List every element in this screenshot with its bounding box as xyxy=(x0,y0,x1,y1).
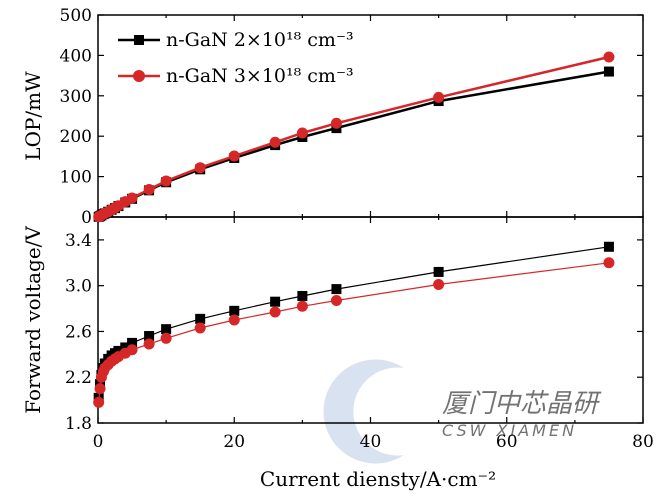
top-series-2-point xyxy=(160,175,172,187)
bottom-series-2-point xyxy=(94,383,106,395)
bottom-series-1-point xyxy=(161,324,172,335)
top-series-2-point xyxy=(433,91,445,103)
top-y-tick-label: 200 xyxy=(60,127,92,147)
bottom-y-tick-label: 3.0 xyxy=(65,277,92,297)
legend-marker-series-1 xyxy=(134,35,144,45)
bottom-series-1-point xyxy=(297,290,308,301)
bottom-series-1-point xyxy=(113,345,124,356)
x-tick-label: 20 xyxy=(223,432,245,452)
bottom-series-2-point xyxy=(126,344,138,356)
bottom-series-2-point xyxy=(603,257,615,269)
legend-entry-series-1: n-GaN 2×10¹⁸ cm⁻³ xyxy=(118,29,354,51)
bottom-y-tick-label: 2.2 xyxy=(65,368,92,388)
bottom-series-2-point xyxy=(228,314,240,326)
watermark-text-cn: 厦门中芯晶研 xyxy=(442,389,602,419)
bottom-series-2-point xyxy=(269,306,281,318)
legend-label-series-1: n-GaN 2×10¹⁸ cm⁻³ xyxy=(166,29,354,51)
watermark: 厦门中芯晶研 CSW XIAMEN xyxy=(323,359,602,464)
top-series-1-point xyxy=(603,66,614,77)
watermark-text-en: CSW XIAMEN xyxy=(442,421,577,440)
top-y-tick-label: 300 xyxy=(60,87,92,107)
top-y-tick-label: 100 xyxy=(60,168,92,188)
bottom-y-tick-label: 3.4 xyxy=(65,231,92,251)
bottom-series-1-point xyxy=(603,241,614,252)
top-panel-ticks: 0 100 200 300 400 500 xyxy=(60,6,644,228)
bottom-series-2-point xyxy=(330,295,342,307)
bottom-series-2-point xyxy=(194,322,206,334)
top-y-tick-label: 400 xyxy=(60,46,92,66)
bottom-series-1-point xyxy=(331,284,342,295)
bottom-series-1-point xyxy=(144,331,155,342)
bottom-series-2-point xyxy=(143,338,155,350)
x-tick-label: 40 xyxy=(360,432,382,452)
bottom-series-2-point xyxy=(296,300,308,312)
top-series-2-point xyxy=(143,184,155,196)
x-axis-title: Current diensty/A·cm⁻² xyxy=(260,467,496,491)
bottom-y-axis-title: Forward voltage/V xyxy=(21,226,45,414)
top-series-2-point xyxy=(228,150,240,162)
top-series-2-point xyxy=(296,127,308,139)
x-tick-label: 0 xyxy=(93,432,104,452)
top-y-axis-title: LOP/mW xyxy=(21,71,45,161)
bottom-series-2-point xyxy=(93,396,105,408)
top-panel-series xyxy=(93,51,615,223)
top-series-2-point xyxy=(603,51,615,63)
legend-marker-series-2 xyxy=(133,70,145,82)
top-y-tick-label: 500 xyxy=(60,6,92,26)
bottom-series-1-point xyxy=(120,342,131,353)
legend-label-series-2: n-GaN 3×10¹⁸ cm⁻³ xyxy=(166,65,354,87)
bottom-panel-ticks: 1.8 2.2 2.6 3.0 3.4 0 20 40 60 80 xyxy=(65,217,654,452)
top-series-1-line xyxy=(98,70,610,218)
top-series-2-point xyxy=(269,136,281,148)
bottom-y-tick-label: 1.8 xyxy=(65,414,92,434)
bottom-panel-series xyxy=(93,241,615,408)
legend: n-GaN 2×10¹⁸ cm⁻³ n-GaN 3×10¹⁸ cm⁻³ xyxy=(118,29,354,87)
bottom-series-1-point xyxy=(195,313,206,324)
bottom-series-2-point xyxy=(433,279,445,291)
legend-entry-series-2: n-GaN 3×10¹⁸ cm⁻³ xyxy=(118,65,354,87)
top-series-2-point xyxy=(194,162,206,174)
top-series-2-point xyxy=(126,192,138,204)
bottom-series-2-point xyxy=(160,332,172,344)
bottom-series-1-point xyxy=(270,296,281,307)
bottom-series-1-point xyxy=(433,266,444,277)
top-series-2-point xyxy=(330,117,342,129)
bottom-series-1-point xyxy=(127,337,138,348)
bottom-series-1-point xyxy=(229,305,240,316)
bottom-y-tick-label: 2.6 xyxy=(65,322,92,342)
x-tick-label: 80 xyxy=(632,432,654,452)
watermark-logo-icon xyxy=(323,359,404,464)
top-y-tick-label: 0 xyxy=(81,208,92,228)
x-tick-label: 60 xyxy=(496,432,518,452)
